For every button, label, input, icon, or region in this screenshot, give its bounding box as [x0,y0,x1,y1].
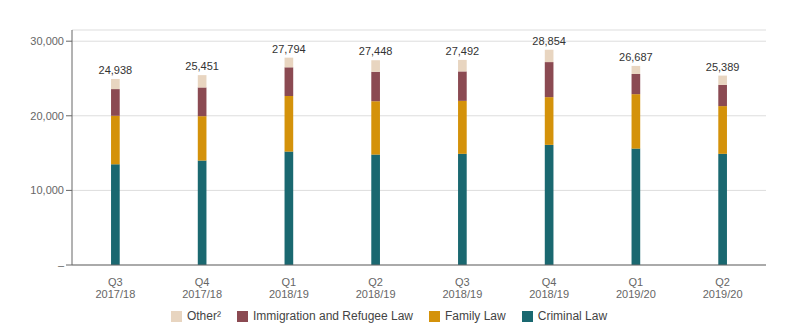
html-text:Immigration and Refugee Law: Immigration and Refugee Law [252,309,413,323]
svg-text:10,000: 10,000 [30,184,64,196]
svg-text:Q32018/19: Q32018/19 [442,276,482,301]
svg-text:26,687: 26,687 [619,51,653,63]
svg-text:Q22018/19: Q22018/19 [356,276,396,301]
svg-text:Q42017/18: Q42017/18 [182,276,222,301]
svg-text:–: – [58,259,65,271]
svg-text:28,854: 28,854 [532,35,566,47]
svg-text:Q42018/19: Q42018/19 [529,276,569,301]
svg-text:Q22019/20: Q22019/20 [703,276,743,301]
svg-text:Q32017/18: Q32017/18 [95,276,135,301]
svg-text:27,794: 27,794 [272,43,306,55]
svg-text:27,492: 27,492 [446,45,480,57]
svg-text:Q12018/19: Q12018/19 [269,276,309,301]
svg-text:27,448: 27,448 [359,45,393,57]
html-text:Criminal Law: Criminal Law [537,309,608,323]
html-text:Other²: Other² [186,309,221,323]
svg-text:24,938: 24,938 [99,64,133,76]
svg-text:25,389: 25,389 [706,61,740,73]
html-text:Family Law: Family Law [445,309,506,323]
svg-text:20,000: 20,000 [30,110,64,122]
svg-text:Q12019/20: Q12019/20 [616,276,656,301]
svg-text:25,451: 25,451 [185,60,219,72]
svg-text:30,000: 30,000 [30,35,64,47]
